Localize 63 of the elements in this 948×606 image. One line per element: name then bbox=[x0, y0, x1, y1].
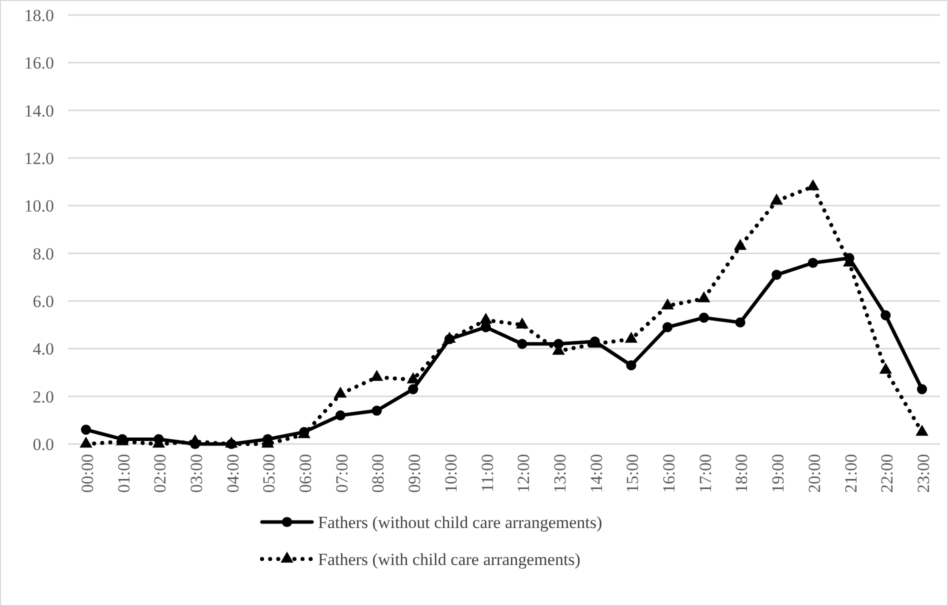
point bbox=[916, 424, 928, 436]
point bbox=[334, 386, 347, 398]
point bbox=[370, 370, 384, 381]
x-tick-label: 23:00 bbox=[914, 454, 933, 493]
point bbox=[808, 258, 818, 268]
x-tick-label: 12:00 bbox=[514, 454, 534, 493]
point bbox=[480, 322, 491, 332]
point bbox=[372, 406, 382, 416]
point bbox=[335, 410, 346, 420]
point bbox=[879, 362, 892, 374]
x-tick-label: 17:00 bbox=[696, 454, 715, 493]
x-tick-label: 04:00 bbox=[223, 454, 242, 493]
point bbox=[479, 312, 492, 324]
y-tick-label: 12.0 bbox=[24, 148, 54, 168]
legend-label: Fathers (with child care arrangements) bbox=[318, 550, 580, 569]
point bbox=[517, 338, 528, 349]
x-tick-label: 02:00 bbox=[150, 454, 170, 493]
point bbox=[698, 291, 710, 302]
point bbox=[916, 384, 928, 394]
y-tick-label: 6.0 bbox=[32, 292, 54, 311]
x-tick-label: 13:00 bbox=[550, 454, 570, 493]
x-tick-label: 01:00 bbox=[114, 454, 134, 493]
x-tick-label: 06:00 bbox=[296, 454, 316, 493]
point bbox=[516, 317, 529, 329]
y-tick-label: 0.0 bbox=[32, 434, 54, 454]
x-tick-label: 22:00 bbox=[878, 454, 897, 493]
point bbox=[661, 298, 674, 310]
x-tick-label: 10:00 bbox=[441, 454, 460, 493]
x-tick-label: 16:00 bbox=[660, 454, 679, 493]
x-tick-label: 18:00 bbox=[732, 454, 752, 493]
point bbox=[698, 312, 709, 323]
y-tick-label: 2.0 bbox=[32, 387, 54, 406]
point bbox=[662, 322, 673, 332]
point bbox=[626, 360, 636, 370]
x-tick-label: 11:00 bbox=[478, 454, 497, 492]
point bbox=[624, 332, 638, 343]
y-tick-label: 16.0 bbox=[24, 54, 54, 73]
y-tick-label: 10.0 bbox=[24, 196, 54, 216]
x-tick-label: 19:00 bbox=[768, 454, 788, 493]
x-tick-label: 07:00 bbox=[332, 454, 352, 493]
point bbox=[880, 310, 891, 320]
x-tick-label: 14:00 bbox=[586, 454, 606, 493]
point bbox=[772, 270, 782, 280]
x-tick-label: 08:00 bbox=[368, 454, 388, 493]
legend-label: Fathers (without child care arrangements) bbox=[318, 512, 602, 532]
point bbox=[770, 194, 783, 205]
x-tick-label: 09:00 bbox=[405, 454, 424, 493]
point bbox=[735, 317, 746, 328]
x-tick-label: 20:00 bbox=[804, 454, 824, 493]
y-tick-label: 8.0 bbox=[32, 244, 54, 264]
point bbox=[443, 332, 456, 343]
y-tick-label: 14.0 bbox=[24, 101, 54, 120]
point bbox=[408, 384, 418, 394]
x-tick-label: 03:00 bbox=[186, 454, 206, 493]
y-tick-label: 18.0 bbox=[24, 6, 54, 25]
point bbox=[80, 424, 92, 435]
x-tick-label: 15:00 bbox=[623, 454, 642, 493]
x-tick-label: 05:00 bbox=[260, 454, 279, 493]
x-tick-label: 00:00 bbox=[78, 454, 97, 493]
y-tick-label: 4.0 bbox=[32, 340, 54, 359]
x-tick-label: 21:00 bbox=[841, 454, 860, 493]
point bbox=[734, 238, 747, 250]
point bbox=[80, 436, 92, 448]
